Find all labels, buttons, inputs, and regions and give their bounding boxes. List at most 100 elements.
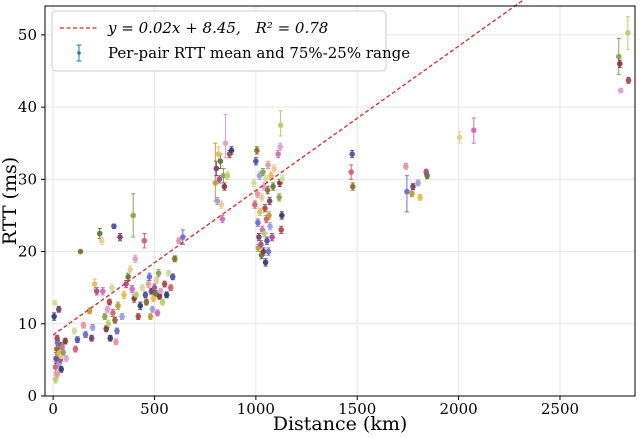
data-point [417, 194, 423, 201]
data-point [409, 190, 415, 197]
data-point [616, 60, 623, 67]
data-point [265, 162, 271, 168]
data-point [119, 313, 125, 320]
data-point [349, 183, 356, 190]
data-point [220, 172, 227, 179]
y-tick-label: 40 [18, 98, 37, 116]
data-point [147, 313, 154, 320]
data-point [146, 274, 153, 280]
data-point [262, 205, 268, 212]
data-point [228, 147, 235, 154]
data-point [125, 274, 131, 280]
data-point [74, 336, 81, 343]
data-point [165, 270, 172, 277]
data-point [109, 284, 115, 291]
data-point [121, 292, 127, 298]
data-point [151, 284, 158, 291]
data-point [259, 194, 265, 201]
y-tick-label: 20 [18, 243, 37, 261]
data-point [212, 180, 219, 186]
data-point [264, 187, 271, 193]
y-tick-label: 10 [18, 315, 37, 333]
data-point [260, 248, 267, 255]
data-point [271, 165, 277, 172]
data-point [262, 259, 269, 266]
data-point [106, 299, 113, 305]
data-point [129, 286, 135, 292]
data-point [60, 349, 67, 356]
data-point [404, 188, 410, 195]
x-tick-label: 1500 [338, 400, 376, 418]
data-point [224, 172, 231, 179]
y-tick-label: 0 [27, 387, 37, 405]
data-point [163, 292, 170, 298]
data-point [424, 172, 430, 179]
data-point [252, 201, 258, 208]
data-point [222, 140, 229, 147]
data-point [256, 172, 263, 179]
data-point [54, 371, 60, 378]
data-point [51, 313, 57, 320]
x-tick-label: 0 [48, 400, 58, 418]
data-point [155, 270, 162, 277]
data-point [58, 366, 65, 373]
data-point [266, 212, 272, 219]
data-point [143, 299, 150, 305]
data-point [52, 376, 59, 383]
legend-fit-equation: y = 0.02x + 8.45, [107, 19, 241, 37]
data-point [98, 237, 105, 244]
y-axis-label: RTT (ms) [0, 157, 21, 245]
data-point [169, 274, 176, 280]
data-point [103, 326, 110, 332]
data-point [107, 335, 114, 342]
y-tick-label: 30 [18, 170, 37, 188]
data-point [133, 292, 140, 298]
data-point [254, 190, 261, 197]
data-point [167, 284, 174, 291]
data-point [277, 122, 284, 128]
data-point [127, 266, 133, 273]
data-point [266, 198, 273, 204]
data-point [176, 237, 182, 244]
data-point [137, 302, 144, 309]
data-point [152, 290, 159, 297]
data-point [258, 241, 264, 248]
data-point [213, 165, 220, 172]
data-point [99, 288, 106, 295]
data-point [96, 230, 103, 237]
data-point [55, 306, 62, 313]
data-point [141, 237, 148, 244]
data-points [51, 29, 632, 383]
data-point [115, 302, 121, 309]
legend-point-swatch [77, 51, 81, 55]
data-point [270, 183, 276, 190]
data-point [161, 281, 168, 287]
legend-fit-r2: R² = 0.78 [255, 19, 329, 37]
data-point [142, 292, 149, 298]
data-point [154, 310, 161, 316]
data-point [123, 281, 129, 287]
data-point [80, 322, 87, 329]
data-point [471, 127, 477, 134]
data-point [112, 317, 118, 323]
data-point [149, 306, 156, 313]
data-point [159, 299, 166, 305]
data-point [139, 284, 146, 291]
data-point [275, 151, 281, 157]
data-point [86, 307, 93, 314]
data-point [260, 169, 266, 175]
data-point [215, 151, 222, 157]
data-point [110, 310, 116, 316]
data-point [63, 355, 70, 362]
data-point [102, 313, 108, 320]
data-point [265, 248, 272, 255]
data-point [219, 216, 226, 222]
data-point [349, 151, 355, 157]
data-point [62, 338, 69, 344]
data-point [221, 183, 228, 190]
data-point [415, 180, 421, 186]
data-point [278, 227, 285, 233]
data-point [82, 331, 89, 338]
data-point [214, 198, 221, 204]
data-point [104, 306, 111, 313]
